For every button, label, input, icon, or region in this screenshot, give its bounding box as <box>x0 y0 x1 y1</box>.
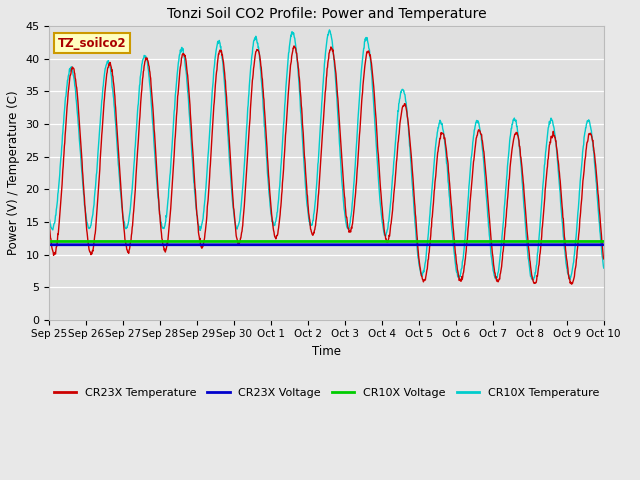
CR10X Voltage <box>45 239 53 244</box>
CR10X Temperature <box>326 27 333 33</box>
CR10X Temperature <box>169 132 177 138</box>
Line: CR10X Temperature: CR10X Temperature <box>49 30 604 280</box>
CR23X Voltage <box>485 242 493 248</box>
CR10X Voltage <box>231 239 239 244</box>
CR23X Temperature <box>600 256 607 262</box>
CR23X Temperature <box>290 43 298 49</box>
CR10X Voltage <box>485 239 493 244</box>
CR10X Temperature <box>535 240 543 245</box>
CR23X Temperature <box>568 281 575 287</box>
Title: Tonzi Soil CO2 Profile: Power and Temperature: Tonzi Soil CO2 Profile: Power and Temper… <box>167 7 486 21</box>
CR23X Voltage <box>534 242 541 248</box>
CR23X Voltage <box>45 242 53 248</box>
CR23X Temperature <box>156 204 163 210</box>
CR23X Temperature <box>169 177 177 182</box>
Line: CR23X Temperature: CR23X Temperature <box>49 46 604 284</box>
CR23X Voltage <box>231 242 239 248</box>
CR23X Voltage <box>169 242 177 248</box>
CR23X Voltage <box>156 242 163 248</box>
CR10X Voltage <box>169 239 177 244</box>
CR10X Voltage <box>156 239 163 244</box>
CR10X Voltage <box>534 239 541 244</box>
Text: TZ_soilco2: TZ_soilco2 <box>58 37 126 50</box>
CR10X Temperature <box>413 241 420 247</box>
CR23X Voltage <box>600 242 607 248</box>
CR23X Temperature <box>486 214 493 220</box>
CR10X Temperature <box>45 216 53 222</box>
CR23X Voltage <box>413 242 420 248</box>
X-axis label: Time: Time <box>312 345 341 358</box>
CR10X Temperature <box>529 277 537 283</box>
CR23X Temperature <box>413 231 420 237</box>
CR10X Voltage <box>413 239 420 244</box>
Legend: CR23X Temperature, CR23X Voltage, CR10X Voltage, CR10X Temperature: CR23X Temperature, CR23X Voltage, CR10X … <box>49 384 604 402</box>
CR23X Temperature <box>231 216 239 222</box>
CR23X Temperature <box>534 267 542 273</box>
Y-axis label: Power (V) / Temperature (C): Power (V) / Temperature (C) <box>7 91 20 255</box>
CR10X Temperature <box>231 218 239 224</box>
CR10X Temperature <box>156 206 163 212</box>
CR10X Temperature <box>600 265 607 271</box>
CR10X Temperature <box>486 232 493 238</box>
CR23X Temperature <box>45 223 53 229</box>
CR10X Voltage <box>600 239 607 244</box>
